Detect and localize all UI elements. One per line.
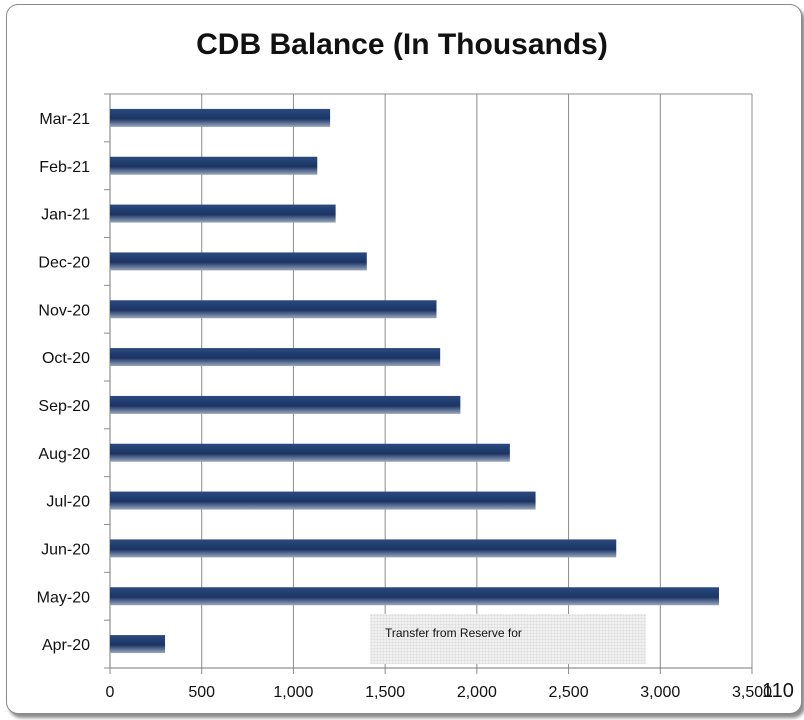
bar [110, 108, 331, 127]
y-tick-label: May-20 [37, 589, 90, 606]
annotation-box: Transfer from Reserve for [370, 614, 646, 664]
x-tick-label: 500 [188, 684, 215, 701]
bar [110, 300, 437, 319]
page-number: 110 [762, 680, 794, 702]
bar [110, 252, 367, 271]
bar [110, 348, 441, 367]
x-tick-label: 3,000 [640, 684, 680, 701]
bar [110, 443, 510, 462]
chart-title: CDB Balance (In Thousands) [196, 28, 608, 61]
y-tick-label: Nov-20 [38, 302, 90, 319]
x-tick-label: 2,000 [457, 684, 497, 701]
x-tick-label: 2,500 [549, 684, 589, 701]
y-tick-label: Mar-21 [39, 111, 90, 128]
bar [110, 204, 336, 223]
x-tick-label: 3,500 [732, 684, 772, 701]
y-tick-label: Oct-20 [42, 350, 90, 367]
bar [110, 539, 617, 558]
bar [110, 587, 719, 606]
bar [110, 491, 536, 510]
y-tick-label: Aug-20 [38, 446, 90, 463]
y-tick-label: Feb-21 [39, 159, 90, 176]
x-tick-label: 1,000 [273, 684, 313, 701]
y-tick-label: Sep-20 [38, 398, 90, 415]
plot-area [110, 94, 752, 668]
x-tick-label: 1,500 [365, 684, 405, 701]
bar [110, 635, 166, 654]
y-tick-label: Apr-20 [42, 637, 90, 654]
y-tick-label: Jan-21 [41, 207, 90, 224]
y-tick-label: Dec-20 [38, 254, 90, 271]
bar [110, 156, 318, 175]
bar [110, 395, 461, 414]
y-tick-label: Jun-20 [41, 541, 90, 558]
x-tick-label: 0 [106, 684, 115, 701]
y-tick-label: Jul-20 [46, 494, 90, 511]
